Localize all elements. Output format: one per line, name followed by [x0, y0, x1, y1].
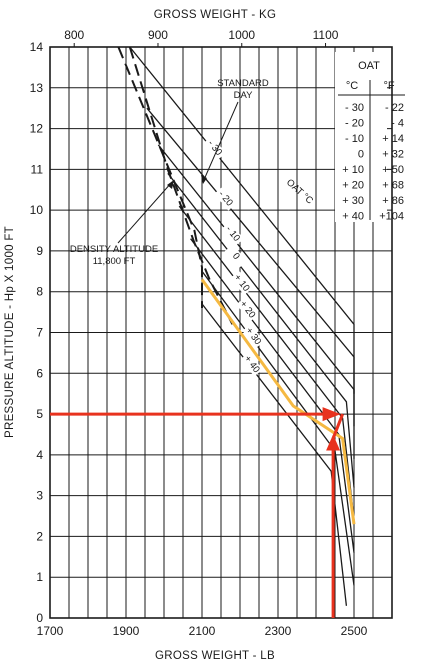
top-axis-tick-label: 1100 [313, 28, 339, 42]
density-altitude-pointer-arrowhead [167, 180, 174, 189]
highlighted-oat-curve [200, 278, 356, 525]
density-altitude-pointer [117, 181, 173, 244]
oat-table-background [335, 52, 387, 222]
oat-table-celsius: - 30 [345, 102, 364, 114]
oat-curve-label-background [240, 352, 263, 377]
x-tick-label: 2500 [341, 624, 368, 638]
oat-table-celsius: 0 [358, 149, 364, 161]
x-tick-label: 2100 [189, 624, 216, 638]
density-altitude-curve [117, 46, 203, 308]
plot-frame [49, 46, 393, 619]
y-tick-label: 5 [36, 407, 43, 421]
y-tick-label: 1 [36, 570, 43, 584]
reference-curves-layer [117, 46, 234, 325]
oat-table-fahrenheit: + 68 [382, 180, 404, 192]
oat-curve-label-background [242, 324, 265, 349]
oat-table-header-celsius: °C [346, 80, 358, 92]
oat-curve-label: 0 [230, 251, 242, 262]
top-axis-tick-label: 1000 [228, 28, 255, 42]
example-overlay-layer [50, 278, 356, 618]
y-tick-label: 4 [36, 448, 43, 462]
density-altitude-label-line2: 11,800 FT [93, 256, 136, 267]
oat-table-header-fahrenheit: °F [383, 80, 394, 92]
y-tick-label: 8 [36, 285, 43, 299]
oat-table-celsius: + 40 [342, 211, 364, 223]
oat-curve-label-background [214, 186, 237, 211]
x-axis-title: GROSS WEIGHT - LB [155, 650, 275, 662]
oat-curve-label-background [230, 270, 253, 296]
oat-table-fahrenheit: + 14 [382, 133, 404, 145]
oat-table-celsius: + 30 [342, 195, 364, 207]
oat-curve [157, 144, 355, 459]
y-tick-label: 7 [36, 326, 43, 340]
top-axis-title: GROSS WEIGHT - KG [154, 9, 276, 21]
standard-day-label-line2: DAY [234, 90, 253, 101]
y-axis-title: PRESSURE ALTITUDE - Hp X 1000 FT [4, 226, 16, 438]
example-curve-leg [331, 413, 344, 440]
oat-table-fahrenheit: +104 [379, 211, 404, 223]
oat-curve-label-background [221, 221, 244, 246]
oat-table-title: OAT [358, 60, 380, 72]
example-arrowhead-right [322, 407, 341, 422]
oat-table-celsius: + 10 [342, 164, 364, 176]
y-tick-label: 10 [30, 203, 44, 217]
oat-table-fahrenheit: - 4 [391, 118, 404, 130]
oat-curve-label-background [224, 244, 247, 269]
y-tick-label: 2 [36, 529, 43, 543]
oat-table-celsius: - 10 [345, 133, 364, 145]
oat-table-celsius: + 20 [342, 180, 364, 192]
oat-table-fahrenheit: + 50 [382, 164, 404, 176]
standard-day-pointer [202, 101, 239, 183]
y-tick-label: 14 [30, 40, 44, 54]
y-tick-label: 11 [31, 162, 44, 176]
standard-day-pointer-arrowhead [201, 175, 207, 184]
y-tick-label: 0 [36, 611, 43, 625]
x-tick-label: 1700 [37, 624, 64, 638]
top-axis-tick-label: 900 [148, 28, 168, 42]
oat-table-celsius: - 20 [345, 118, 364, 130]
standard-day-curve [128, 46, 234, 325]
density-altitude-label-line1: DENSITY ALTITUDE [70, 244, 158, 255]
top-axis-tick-label: 800 [64, 28, 84, 42]
oat-curve-label-background [203, 136, 226, 161]
oat-table-rows: - 30 - 22 - 20 - 4 - 10 + 14 0 + 32 + 10 + 50 + 20… [342, 102, 404, 223]
x-tick-label: 1900 [113, 624, 140, 638]
y-tick-label: 6 [36, 366, 43, 380]
standard-day-label-line1: STANDARD [217, 78, 269, 89]
oat-table-fahrenheit: - 22 [385, 102, 404, 114]
y-tick-label: 12 [30, 122, 44, 136]
oat-curve-label-background [236, 297, 259, 322]
oat-table: OAT °C °F - 30 - 22 - 20 - 4 - 10 + 14 0 + 32 + … [335, 52, 405, 223]
oat-table-fahrenheit: + 86 [382, 195, 404, 207]
y-tick-label: 9 [36, 244, 43, 258]
oat-table-fahrenheit: + 32 [382, 149, 404, 161]
example-arrowhead-up [326, 434, 341, 451]
x-tick-label: 2300 [265, 624, 292, 638]
y-tick-label: 3 [36, 489, 43, 503]
y-tick-label: 13 [30, 81, 44, 95]
